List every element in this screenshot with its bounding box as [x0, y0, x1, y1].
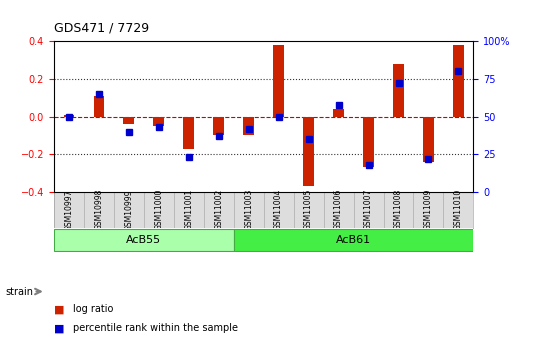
Text: GSM11002: GSM11002 [214, 189, 223, 230]
Text: GSM10998: GSM10998 [94, 189, 103, 230]
Text: GSM11008: GSM11008 [394, 189, 403, 230]
Bar [453, 45, 464, 117]
Bar [94, 96, 104, 117]
Text: GSM11000: GSM11000 [154, 189, 163, 230]
Bar [243, 117, 254, 135]
Text: AcB55: AcB55 [126, 235, 161, 245]
Bar [183, 117, 194, 148]
FancyBboxPatch shape [54, 229, 233, 251]
Text: strain: strain [5, 287, 33, 296]
Bar [124, 117, 134, 124]
Text: GSM11005: GSM11005 [304, 189, 313, 230]
Bar [393, 64, 404, 117]
Text: GSM11007: GSM11007 [364, 189, 373, 230]
Text: GSM11003: GSM11003 [244, 189, 253, 230]
Text: GDS471 / 7729: GDS471 / 7729 [54, 21, 149, 34]
Text: ■: ■ [54, 304, 65, 314]
Bar [153, 117, 164, 126]
Text: log ratio: log ratio [73, 304, 113, 314]
Text: GSM11004: GSM11004 [274, 189, 283, 230]
Text: GSM11001: GSM11001 [184, 189, 193, 230]
Text: ■: ■ [54, 323, 65, 333]
Bar [63, 115, 74, 117]
Text: GSM11010: GSM11010 [454, 189, 463, 230]
Bar [334, 109, 344, 117]
Bar [363, 117, 374, 167]
Text: GSM10999: GSM10999 [124, 189, 133, 230]
Text: GSM11006: GSM11006 [334, 189, 343, 230]
Text: AcB61: AcB61 [336, 235, 371, 245]
Bar [303, 117, 314, 186]
Text: percentile rank within the sample: percentile rank within the sample [73, 323, 238, 333]
Bar [423, 117, 434, 162]
FancyBboxPatch shape [233, 229, 473, 251]
Bar [214, 117, 224, 135]
Bar [273, 45, 284, 117]
Text: GSM11009: GSM11009 [424, 189, 433, 230]
Text: GSM10997: GSM10997 [64, 189, 73, 230]
